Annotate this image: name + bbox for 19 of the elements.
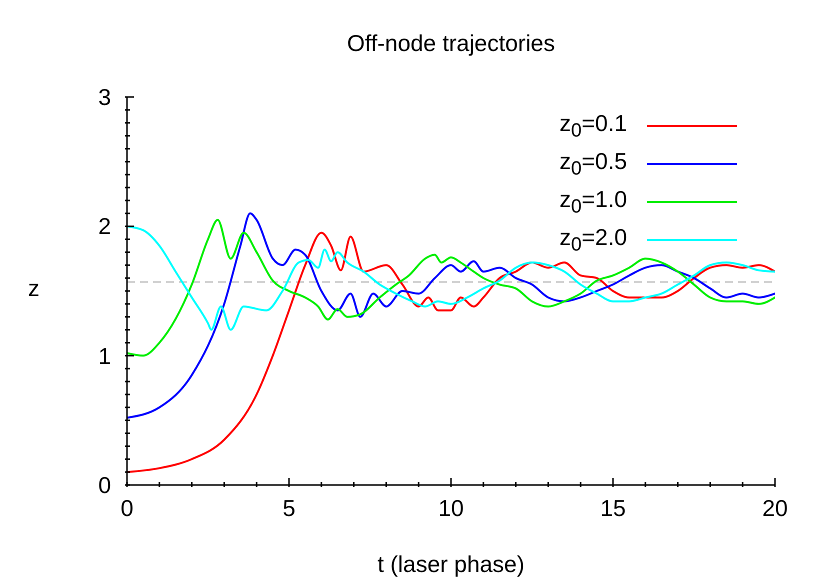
legend-label: z$_{0}$=0.5	[559, 148, 627, 180]
x-tick-label: 10	[437, 495, 465, 522]
legend-label: z$_{0}$=2.0	[559, 224, 627, 256]
y-tick-label: 2	[97, 212, 111, 240]
y-tick-label: 0	[97, 471, 111, 499]
x-tick-label: 15	[599, 495, 627, 522]
line-series	[127, 212, 775, 419]
y-tick-label: 3	[97, 83, 111, 111]
x-tick-label: 0	[120, 495, 134, 521]
line-series	[127, 218, 775, 357]
chart-title: Off-node trajectories	[346, 30, 556, 57]
x-axis-title: t (laser phase)	[376, 551, 526, 578]
x-tick-label: 20	[761, 495, 789, 522]
line-series	[127, 225, 775, 331]
y-axis-title: z	[28, 275, 40, 302]
y-tick-label: 1	[97, 342, 111, 370]
legend-label: z$_{0}$=1.0	[559, 186, 627, 218]
legend-label: z$_{0}$=0.1	[559, 110, 627, 142]
x-tick-label: 5	[282, 495, 296, 522]
